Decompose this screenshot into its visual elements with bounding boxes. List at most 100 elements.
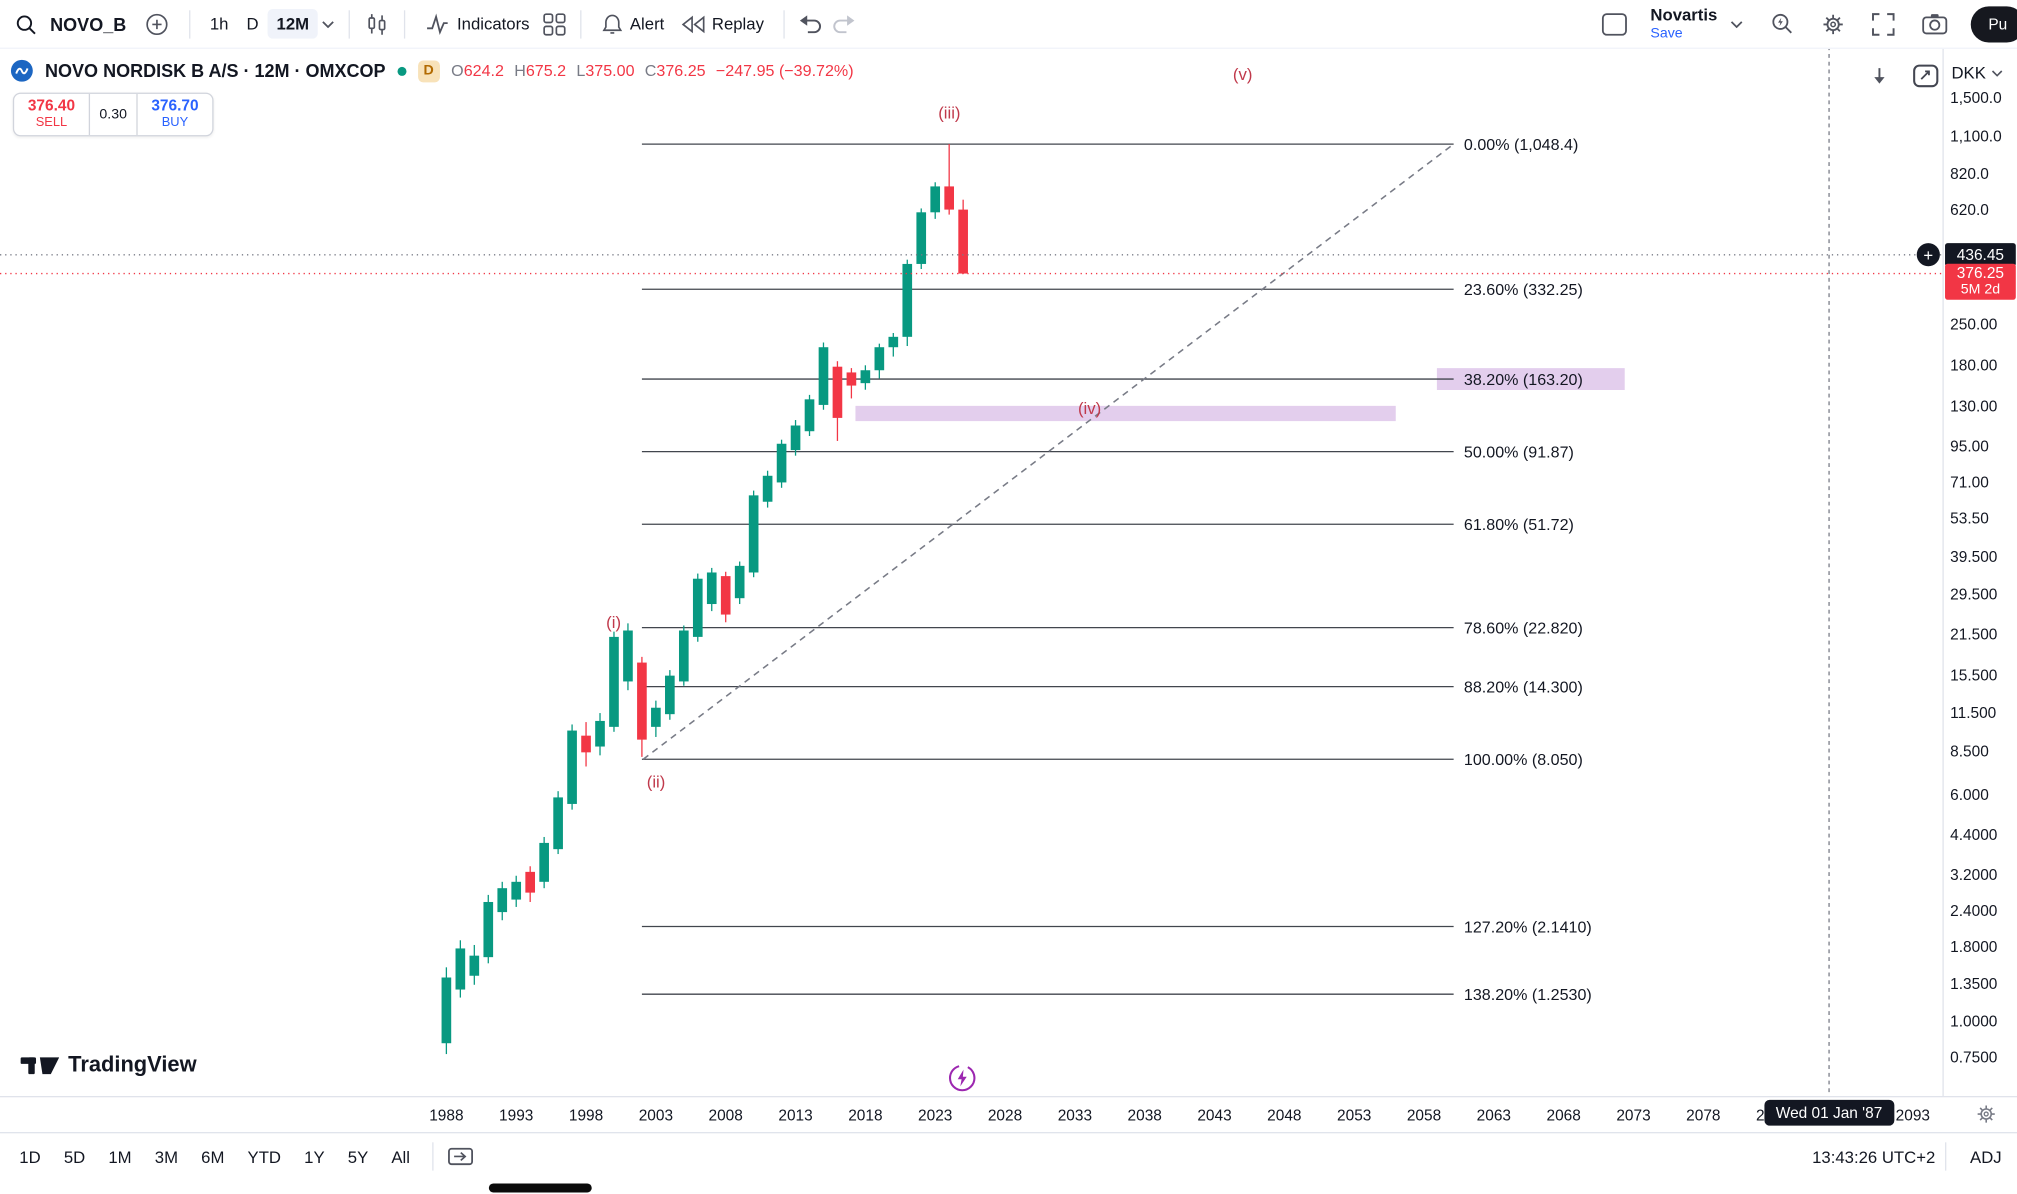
indicator-templates-icon[interactable] (539, 8, 570, 39)
candle-body (581, 735, 591, 753)
axis-plus-button[interactable]: + (1916, 243, 1940, 267)
toolbar-divider (348, 9, 351, 38)
alert-bell-icon (602, 13, 622, 34)
candle-body (678, 630, 689, 682)
go-to-date-icon[interactable] (443, 1142, 476, 1170)
candle-body (734, 565, 745, 599)
buy-button[interactable]: 376.70 BUY (138, 94, 213, 135)
user-avatar[interactable]: Pu (1970, 5, 2017, 42)
time-axis-label: 1993 (499, 1106, 534, 1125)
candle-body (665, 675, 675, 715)
settings-gear-icon[interactable] (1818, 8, 1849, 39)
candle-body (483, 901, 494, 958)
interval-chevron-down-icon[interactable] (318, 16, 339, 31)
candle-body (595, 720, 605, 747)
time-axis-label: 1988 (429, 1106, 464, 1125)
interval-12m-button[interactable]: 12M (267, 9, 319, 39)
time-axis-label: 2018 (848, 1106, 883, 1125)
lightning-icon[interactable] (947, 1063, 978, 1094)
range-button-1y[interactable]: 1Y (304, 1146, 325, 1167)
sell-button[interactable]: 376.40 SELL (14, 94, 89, 135)
price-axis-label: 820.0 (1950, 164, 1989, 183)
fullscreen-icon[interactable] (1868, 8, 1899, 39)
ohlc-values: O624.2 H675.2 L375.00 C376.25 −247.95 (−… (451, 62, 853, 80)
candle-body (567, 730, 577, 804)
trendline[interactable] (642, 143, 1455, 760)
price-axis-label: 1,100.0 (1950, 127, 2002, 146)
replay-label: Replay (711, 14, 764, 34)
add-symbol-icon[interactable] (140, 7, 173, 40)
range-button-1d[interactable]: 1D (19, 1146, 41, 1167)
crosshair-price-tag: 436.45 (1945, 243, 2016, 267)
alert-button[interactable]: Alert (591, 7, 673, 40)
tradingview-logo-text: TradingView (68, 1052, 197, 1077)
interval-1h-button[interactable]: 1h (209, 14, 229, 34)
time-axis-label: 2073 (1616, 1106, 1651, 1125)
range-button-all[interactable]: All (391, 1146, 410, 1167)
data-delay-badge[interactable]: D (417, 59, 440, 82)
search-icon[interactable] (10, 8, 41, 39)
candle-body (916, 212, 927, 264)
toolbar-divider (783, 9, 785, 38)
axis-settings-gear-icon[interactable] (1976, 1104, 1997, 1125)
fib-level-label: 127.20% (2.1410) (1464, 918, 1592, 936)
layout-menu[interactable]: Novartis Save (1650, 4, 1718, 41)
price-axis-label: 11.500 (1950, 703, 1997, 722)
time-axis-label: 2038 (1127, 1106, 1162, 1125)
candle-body (874, 347, 885, 371)
candle-style-icon[interactable] (361, 7, 394, 40)
clock[interactable]: 13:43:26 UTC+2 (1812, 1146, 1936, 1167)
range-button-6m[interactable]: 6M (201, 1146, 225, 1167)
range-button-ytd[interactable]: YTD (247, 1146, 281, 1167)
candle-body (902, 263, 913, 337)
time-axis-label: 2078 (1686, 1106, 1721, 1125)
range-button-3m[interactable]: 3M (154, 1146, 179, 1167)
price-axis-label: 8.500 (1950, 742, 1989, 761)
indicators-button[interactable]: Indicators (416, 6, 539, 42)
price-axis-label: 1,500.0 (1950, 88, 2002, 107)
tradingview-logo[interactable]: TradingView (20, 1052, 197, 1078)
layout-chevron-down-icon[interactable] (1726, 16, 1747, 31)
layout-select-icon[interactable] (1598, 8, 1631, 39)
open-key: O (451, 61, 464, 80)
fib-level-label: 138.20% (1.2530) (1464, 986, 1592, 1004)
scroll-to-recent-icon[interactable] (1865, 62, 1893, 90)
spread-value: 0.30 (88, 93, 138, 136)
price-axis-label: 95.00 (1950, 437, 1989, 456)
candle-body (818, 347, 829, 405)
toolbar-right: Novartis Save Pu (1598, 4, 2017, 42)
price-axis-label: 130.00 (1950, 397, 1998, 416)
symbol-title[interactable]: NOVO NORDISK B A/S · 12M · OMXCOP (45, 60, 386, 82)
candle-body (776, 443, 787, 483)
price-axis-label: 3.2000 (1950, 865, 1998, 884)
candle-body (762, 475, 773, 502)
redo-icon[interactable] (827, 9, 859, 39)
candle-body (469, 955, 480, 976)
range-button-1m[interactable]: 1M (108, 1146, 132, 1167)
buy-price: 376.70 (151, 96, 199, 115)
maximize-pane-icon[interactable] (1909, 60, 1942, 91)
candle-body (609, 636, 619, 727)
candle-body (888, 336, 899, 348)
range-button-5d[interactable]: 5D (63, 1146, 86, 1167)
interval-1d-button[interactable]: D (246, 14, 259, 34)
adjust-data-toggle[interactable]: ADJ (1970, 1146, 2002, 1167)
layout-name: Novartis (1650, 4, 1718, 25)
range-button-5y[interactable]: 5Y (347, 1146, 369, 1167)
candle-body (651, 707, 661, 727)
last-price-value: 376.25 (1956, 263, 2005, 282)
undo-icon[interactable] (795, 9, 827, 39)
symbol-button[interactable]: NOVO_B (50, 13, 127, 35)
currency-selector[interactable]: DKK (1951, 63, 2002, 82)
replay-button[interactable]: Replay (673, 9, 773, 39)
price-axis-label: 1.0000 (1950, 1012, 1998, 1031)
toolbar-divider (579, 9, 582, 38)
camera-snapshot-icon[interactable] (1918, 9, 1951, 39)
save-button[interactable]: Save (1650, 25, 1683, 41)
time-axis[interactable]: 1988 1993 1998 2003 2008 2013 2018 2023 2028 2033… (0, 1096, 2017, 1133)
time-axis-label: 2023 (918, 1106, 953, 1125)
price-axis[interactable]: DKK 1,500.0 1,100.0 820.0 620.0 250.00 180.00… (1942, 46, 2017, 1097)
candle-body (553, 797, 563, 850)
quick-search-icon[interactable] (1766, 8, 1798, 40)
